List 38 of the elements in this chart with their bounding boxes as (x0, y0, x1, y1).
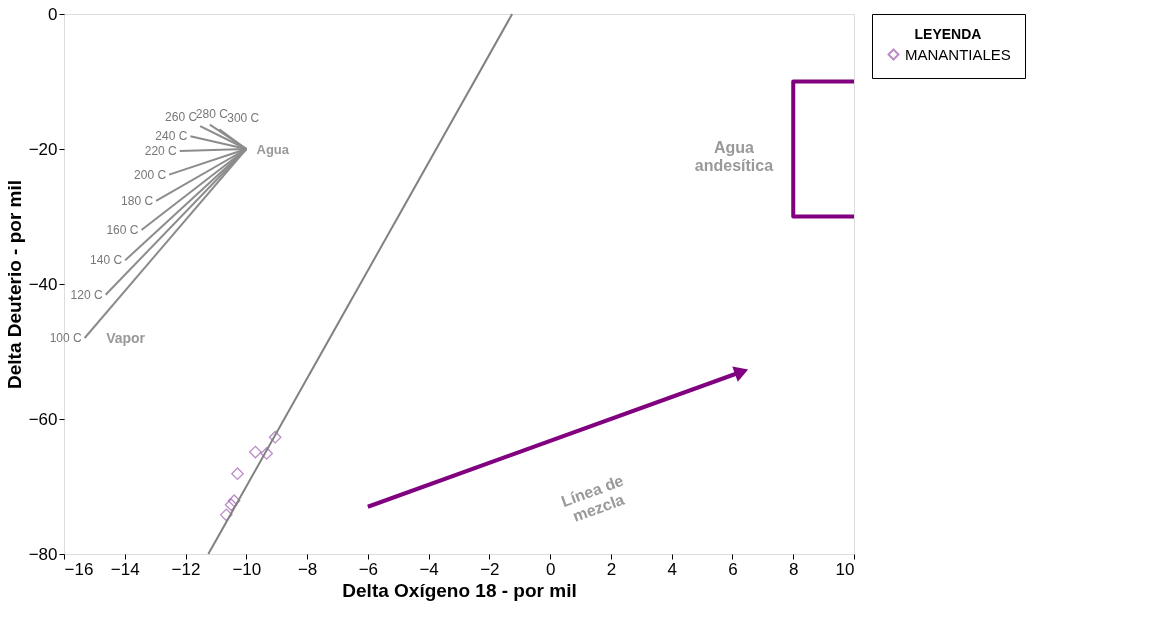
y-axis-title: Delta Deuterio - por mil (3, 179, 25, 390)
y-tick-label: −80 (28, 544, 58, 564)
annotation: Agua andesítica (694, 138, 774, 174)
x-tick-label: −6 (358, 559, 379, 579)
x-axis-title: Delta Oxígeno 18 - por mil (342, 579, 577, 601)
x-tick-label: 8 (789, 559, 799, 579)
series-label: 240 C (155, 129, 188, 144)
x-tick-label: −2 (480, 559, 500, 579)
series-label: 220 C (144, 144, 178, 159)
x-tick-label: −8 (297, 559, 318, 579)
y-tick-label: −20 (28, 139, 58, 159)
series-label: 140 C (90, 253, 123, 268)
x-tick-label: 10 (835, 559, 855, 579)
annotation: Vapor (106, 330, 146, 347)
series-label: 180 C (121, 193, 154, 208)
x-tick-label: −14 (110, 559, 140, 579)
series-label: 160 C (106, 223, 139, 237)
series-label: 200 C (134, 167, 167, 182)
series-label: 120 C (70, 287, 103, 302)
series-label: 300 C (227, 111, 260, 126)
y-tick-label: −40 (28, 274, 58, 294)
annotation: Línea de mezcla (558, 471, 627, 525)
series-label: 280 C (195, 106, 229, 121)
y-tick-label: −60 (28, 409, 58, 429)
series-label: 100 C (49, 331, 82, 345)
x-tick-label: 0 (545, 559, 556, 579)
y-tick-label: 0 (48, 4, 58, 24)
legend-label: MANANTIALES (905, 45, 1011, 63)
x-tick-label: −16 (64, 559, 94, 579)
x-tick-label: 6 (728, 559, 738, 579)
x-tick-label: −10 (232, 559, 262, 579)
x-tick-label: 4 (667, 559, 677, 579)
annotation: Agua (256, 141, 290, 157)
x-tick-label: −4 (419, 559, 439, 579)
series-label: 260 C (165, 110, 198, 125)
x-tick-label: −12 (171, 559, 201, 579)
x-tick-label: 2 (606, 559, 617, 579)
legend-title: LEYENDA (914, 26, 982, 42)
